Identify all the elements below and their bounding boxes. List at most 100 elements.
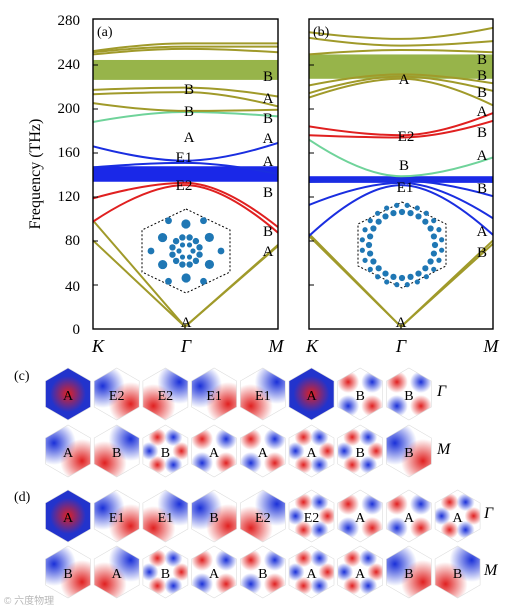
inset-dot bbox=[407, 210, 414, 217]
band-line-7 bbox=[309, 138, 493, 178]
b-k-label: K bbox=[305, 336, 319, 356]
y-tick-40: 40 bbox=[65, 279, 80, 295]
inset-dot bbox=[394, 282, 400, 288]
field-map-label: B bbox=[112, 446, 121, 461]
maps-d-label: (d) bbox=[14, 490, 31, 505]
a-gamma-label: B bbox=[184, 82, 194, 98]
inset-dot bbox=[436, 257, 442, 263]
field-map-cell: B bbox=[434, 545, 481, 599]
inset-dot bbox=[192, 237, 200, 245]
band-line-6 bbox=[93, 142, 278, 162]
inset-dot bbox=[398, 208, 406, 216]
band-gap-blue bbox=[309, 176, 493, 183]
b-gamma-label: B bbox=[399, 158, 409, 174]
inset-dot bbox=[415, 270, 422, 277]
band-gap-olive bbox=[93, 59, 278, 80]
band-line-9 bbox=[309, 112, 493, 137]
inset-dot bbox=[422, 218, 429, 225]
band-line-3 bbox=[309, 184, 493, 237]
a-gamma-label: A bbox=[184, 130, 195, 146]
inset-dot bbox=[362, 227, 368, 233]
field-map-label: A bbox=[209, 446, 220, 461]
inset-dot bbox=[359, 237, 365, 243]
field-map-cell: B bbox=[386, 367, 432, 421]
b-m-label: B bbox=[477, 125, 487, 141]
inset-dot bbox=[431, 266, 437, 272]
maps-c-gamma-row-label: Γ bbox=[436, 383, 447, 400]
band-line-15 bbox=[309, 26, 493, 40]
panel-a-inset bbox=[141, 208, 231, 294]
y-tick-120: 120 bbox=[58, 189, 81, 205]
inset-dot bbox=[384, 279, 390, 285]
y-axis-label: Frequency (THz) bbox=[27, 119, 44, 230]
inset-dot bbox=[165, 217, 172, 225]
a-gamma-label: E2 bbox=[176, 178, 193, 194]
field-map-label: A bbox=[306, 389, 317, 404]
inset-dot bbox=[414, 279, 420, 285]
a-m-label: A bbox=[263, 91, 274, 107]
watermark: © 六度物理 bbox=[4, 594, 54, 607]
band-line-8 bbox=[309, 119, 493, 139]
panel-a: (a) A E2 E1 A B B A B B A A B A B bbox=[92, 18, 279, 331]
b-m-point-label: M bbox=[483, 336, 500, 356]
inset-dot bbox=[390, 273, 397, 280]
panel-a-label: (a) bbox=[97, 25, 113, 40]
inset-dot bbox=[423, 210, 429, 216]
inset-dot bbox=[398, 274, 406, 282]
field-map-cell: B bbox=[240, 545, 286, 599]
panel-b-m-labels: B A B A B A B B B bbox=[477, 52, 488, 261]
band-line-5 bbox=[309, 179, 493, 198]
inset-dot bbox=[157, 232, 168, 243]
a-m-label: A bbox=[263, 244, 274, 260]
a-m-label: A bbox=[263, 154, 274, 170]
inset-dot bbox=[370, 225, 377, 232]
field-map-cell: E1 bbox=[240, 367, 286, 421]
y-tick-0: 0 bbox=[73, 322, 81, 338]
band-line-9 bbox=[93, 91, 278, 108]
field-map-label: E1 bbox=[109, 511, 125, 526]
field-map-label: B bbox=[404, 446, 413, 461]
band-line-12 bbox=[93, 45, 278, 54]
inset-dot bbox=[414, 205, 420, 211]
inset-dot bbox=[375, 265, 382, 272]
band-line-3 bbox=[93, 184, 278, 234]
panel-b: (b) A E1 B E2 A B A B A B A B B B bbox=[308, 18, 494, 331]
inset-dot bbox=[200, 277, 207, 285]
b-m-label: B bbox=[477, 181, 487, 197]
field-map-label: B bbox=[404, 567, 413, 582]
field-map-cell: A bbox=[45, 367, 91, 421]
band-line-4 bbox=[93, 181, 278, 228]
inset-dot bbox=[375, 210, 381, 216]
inset-dot bbox=[186, 234, 193, 241]
field-map-cell: A bbox=[288, 424, 335, 478]
inset-dot bbox=[204, 232, 214, 243]
inset-dot bbox=[181, 219, 191, 229]
y-tick-80: 80 bbox=[65, 233, 80, 249]
a-gamma-point-label: Γ bbox=[180, 336, 192, 356]
a-gamma-label: A bbox=[181, 315, 192, 331]
maps-c-label: (c) bbox=[14, 369, 30, 384]
field-map-label: E1 bbox=[158, 511, 174, 526]
field-map-label: B bbox=[453, 567, 462, 582]
a-m-label: B bbox=[263, 111, 273, 127]
b-m-label: A bbox=[477, 224, 488, 240]
field-map-label: E1 bbox=[255, 389, 271, 404]
inset-dot bbox=[190, 248, 196, 254]
field-map-cell: E2 bbox=[93, 367, 140, 421]
inset-dot bbox=[196, 244, 203, 251]
field-map-label: B bbox=[356, 389, 365, 404]
inset-dot bbox=[204, 259, 215, 270]
a-m-label: A bbox=[263, 131, 274, 147]
inset-dot bbox=[179, 261, 186, 268]
field-map-cell: B bbox=[93, 424, 140, 478]
inset-dot bbox=[169, 251, 176, 258]
field-map-label: A bbox=[404, 511, 415, 526]
field-map-label: B bbox=[258, 567, 267, 582]
b-gamma-point-label: Γ bbox=[395, 336, 407, 356]
band-line-1 bbox=[309, 235, 493, 329]
panel-b-inset bbox=[357, 201, 447, 289]
panel-a-m-labels: A B B A A B A B bbox=[263, 69, 274, 260]
inset-dot bbox=[427, 225, 434, 232]
b-m-label: B bbox=[477, 52, 487, 68]
